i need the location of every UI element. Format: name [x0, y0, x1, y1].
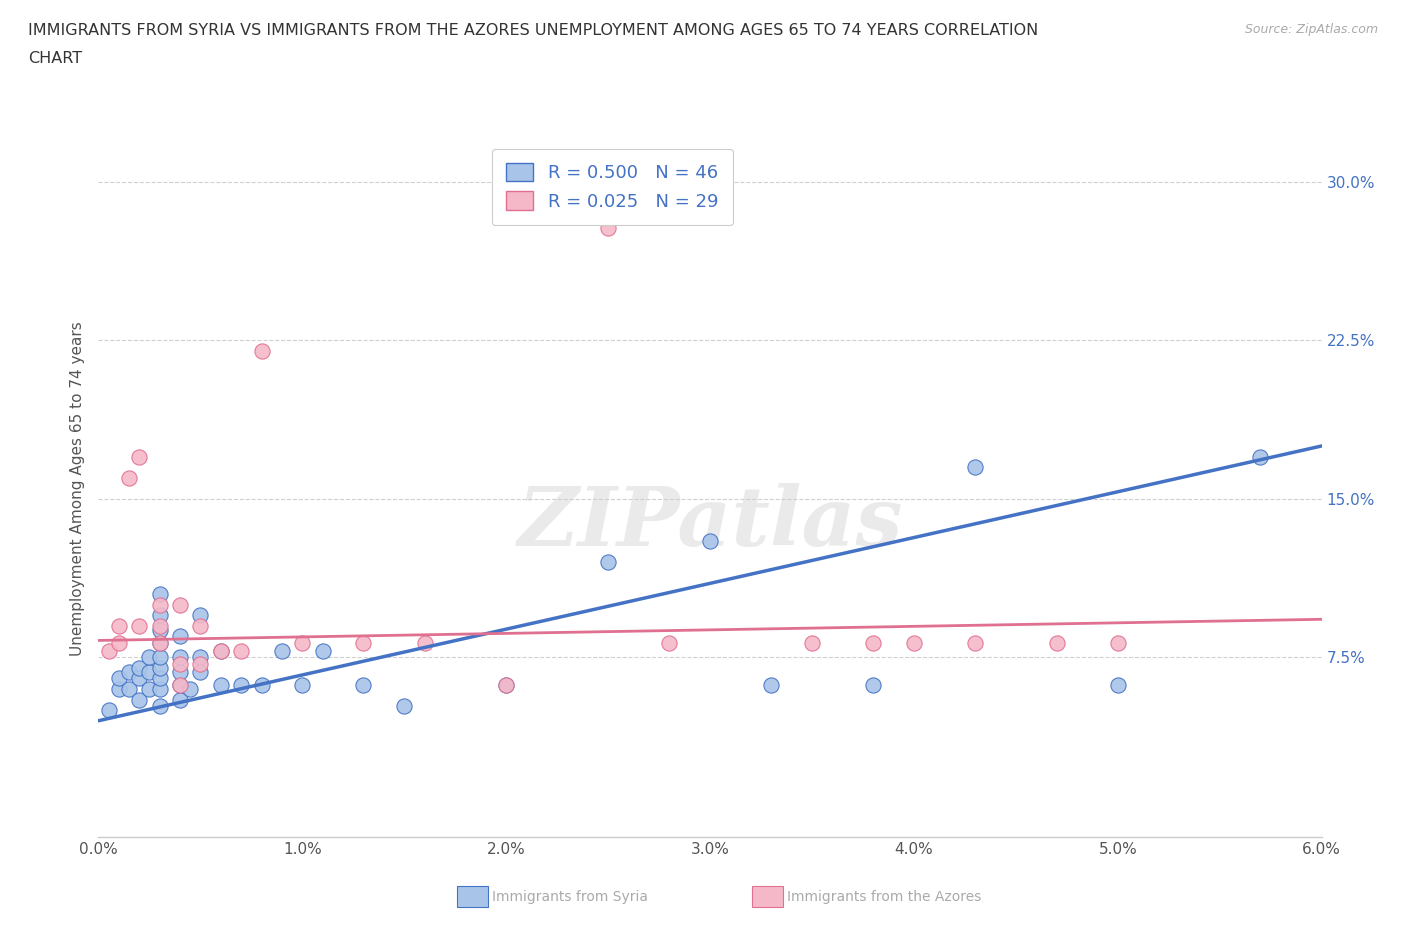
Point: [270, 644, 292, 658]
Point: [128, 660, 150, 675]
Text: ZIPatlas: ZIPatlas: [517, 483, 903, 564]
Point: [169, 629, 191, 644]
Point: [149, 682, 172, 697]
Point: [1045, 635, 1069, 650]
Text: Immigrants from the Azores: Immigrants from the Azores: [787, 889, 981, 904]
Point: [352, 677, 374, 692]
Point: [658, 635, 681, 650]
Point: [169, 677, 191, 692]
Point: [761, 677, 783, 692]
Point: [138, 665, 160, 680]
Point: [118, 682, 141, 697]
Point: [169, 650, 191, 665]
Point: [188, 618, 212, 633]
Point: [138, 650, 160, 665]
Point: [149, 635, 172, 650]
Point: [149, 660, 172, 675]
Point: [250, 343, 273, 358]
Text: CHART: CHART: [28, 51, 82, 66]
Point: [149, 607, 172, 622]
Point: [169, 665, 191, 680]
Point: [149, 618, 172, 633]
Point: [1107, 677, 1129, 692]
Point: [598, 555, 620, 570]
Point: [128, 618, 150, 633]
Point: [169, 677, 191, 692]
Point: [862, 677, 884, 692]
Point: [963, 635, 986, 650]
Point: [149, 622, 172, 637]
Point: [108, 635, 131, 650]
Point: [250, 677, 273, 692]
Point: [169, 692, 191, 707]
Point: [188, 657, 212, 671]
Point: [311, 644, 335, 658]
Point: [169, 657, 191, 671]
Point: [209, 644, 232, 658]
Point: [128, 671, 150, 686]
Point: [149, 587, 172, 602]
Point: [108, 682, 131, 697]
Point: [209, 677, 232, 692]
Point: [188, 607, 212, 622]
Point: [108, 671, 131, 686]
Point: [231, 644, 253, 658]
Point: [188, 650, 212, 665]
Text: Immigrants from Syria: Immigrants from Syria: [492, 889, 648, 904]
Text: IMMIGRANTS FROM SYRIA VS IMMIGRANTS FROM THE AZORES UNEMPLOYMENT AMONG AGES 65 T: IMMIGRANTS FROM SYRIA VS IMMIGRANTS FROM…: [28, 23, 1039, 38]
Point: [963, 459, 986, 474]
Point: [598, 220, 620, 235]
Point: [862, 635, 884, 650]
Point: [179, 682, 201, 697]
Legend: R = 0.500   N = 46, R = 0.025   N = 29: R = 0.500 N = 46, R = 0.025 N = 29: [492, 149, 733, 225]
Point: [108, 618, 131, 633]
Point: [149, 597, 172, 612]
Point: [118, 471, 141, 485]
Point: [128, 449, 150, 464]
Point: [291, 677, 314, 692]
Point: [149, 671, 172, 686]
Point: [149, 635, 172, 650]
Point: [209, 644, 232, 658]
Point: [291, 635, 314, 650]
Point: [352, 635, 374, 650]
Point: [118, 665, 141, 680]
Point: [903, 635, 925, 650]
Point: [128, 692, 150, 707]
Point: [413, 635, 436, 650]
Point: [188, 665, 212, 680]
Point: [149, 650, 172, 665]
Point: [1249, 449, 1271, 464]
Point: [149, 698, 172, 713]
Point: [495, 677, 517, 692]
Point: [169, 597, 191, 612]
Y-axis label: Unemployment Among Ages 65 to 74 years: Unemployment Among Ages 65 to 74 years: [69, 321, 84, 656]
Point: [495, 677, 517, 692]
Text: Source: ZipAtlas.com: Source: ZipAtlas.com: [1244, 23, 1378, 36]
Point: [97, 703, 120, 718]
Point: [138, 682, 160, 697]
Point: [97, 644, 120, 658]
Point: [699, 534, 721, 549]
Point: [231, 677, 253, 692]
Point: [801, 635, 824, 650]
Point: [392, 698, 416, 713]
Point: [1107, 635, 1129, 650]
